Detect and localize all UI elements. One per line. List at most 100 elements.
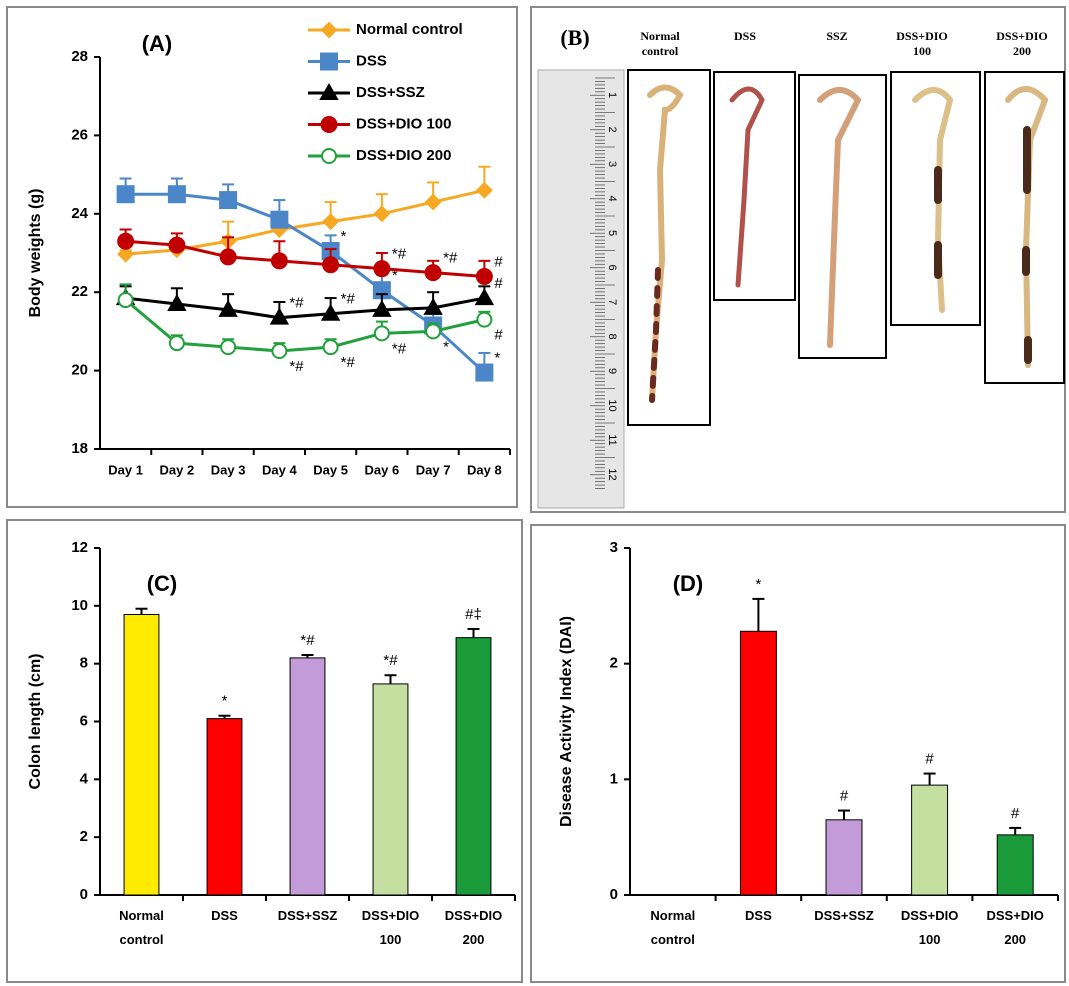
marker — [269, 307, 290, 325]
ruler-label: 4 — [606, 195, 618, 201]
ruler-label: 12 — [606, 468, 618, 480]
annotation: # — [494, 253, 503, 270]
annotation: #‡ — [465, 606, 482, 623]
bar — [911, 784, 949, 896]
legend-label: Normal control — [356, 21, 463, 38]
marker — [320, 303, 341, 321]
marker — [475, 181, 493, 199]
panel-frame — [6, 519, 523, 983]
y-tick-label: 0 — [610, 886, 618, 903]
annotation: # — [494, 327, 503, 344]
y-tick-label: 12 — [71, 539, 88, 556]
annotation: * — [494, 350, 500, 367]
marker — [321, 148, 337, 164]
marker — [271, 343, 288, 359]
marker — [373, 205, 391, 223]
x-tick-label: Day 5 — [313, 462, 348, 477]
y-tick-label: 4 — [80, 770, 89, 787]
bar — [289, 657, 326, 896]
legend-label: DSS+SSZ — [356, 84, 425, 101]
marker — [270, 210, 289, 229]
series-line — [125, 239, 485, 279]
marker — [322, 213, 340, 231]
y-tick-label: 28 — [71, 48, 88, 65]
ruler-label: 9 — [606, 368, 618, 374]
marker — [167, 293, 187, 311]
marker — [320, 52, 338, 71]
y-tick-label: 26 — [71, 126, 88, 143]
ruler-label: 2 — [606, 126, 618, 132]
colon — [817, 87, 862, 348]
marker — [117, 245, 135, 263]
series-line — [125, 296, 485, 320]
x-tick-label: Day 6 — [365, 462, 400, 477]
chart-title: (A) — [142, 31, 173, 56]
photo-label: DSS+DIO 200 — [996, 29, 1048, 58]
y-tick-label: 2 — [80, 828, 88, 845]
annotation: *# — [383, 652, 398, 669]
x-tick-label: Day 1 — [108, 462, 143, 477]
y-tick-label: 6 — [80, 712, 88, 729]
x-tick-label: DSS — [211, 908, 238, 923]
marker — [168, 335, 185, 352]
marker — [319, 82, 339, 100]
bar — [825, 819, 863, 896]
marker — [322, 256, 340, 274]
x-tick-label: DSS+SSZ — [814, 908, 874, 923]
marker — [476, 311, 493, 328]
x-tick-label: DSS+DIO 100 — [901, 908, 958, 947]
annotation: * — [443, 338, 449, 355]
ruler — [537, 69, 625, 509]
marker — [373, 260, 391, 278]
bar — [206, 718, 243, 896]
specimen-box — [798, 74, 887, 359]
annotation: *# — [341, 291, 356, 308]
y-tick-label: 22 — [71, 283, 88, 300]
marker — [424, 193, 442, 211]
ruler-label: 11 — [606, 434, 618, 445]
specimen-box — [890, 71, 981, 326]
marker — [220, 339, 237, 356]
marker — [322, 339, 339, 356]
x-tick-label: Day 3 — [211, 462, 246, 477]
x-tick-label: DSS+DIO 100 — [362, 908, 419, 947]
x-tick-label: DSS+DIO 200 — [986, 908, 1043, 947]
y-tick-label: 0 — [80, 886, 88, 903]
y-tick-label: 1 — [610, 770, 618, 787]
x-tick-label: DSS — [745, 908, 772, 923]
y-tick-label: 18 — [71, 440, 88, 457]
y-tick-label: 3 — [610, 539, 618, 556]
marker — [219, 248, 237, 266]
x-tick-label: DSS+DIO 200 — [445, 908, 502, 947]
y-tick-label: 2 — [610, 655, 618, 672]
bar — [739, 630, 777, 896]
ruler-label: 8 — [606, 333, 618, 339]
y-axis-label: Disease Activity Index (DAI) — [558, 616, 575, 827]
legend-label: DSS+DIO 200 — [356, 147, 451, 164]
legend-label: DSS+DIO 100 — [356, 115, 451, 132]
bar — [372, 683, 409, 896]
marker — [475, 268, 493, 286]
bar — [123, 614, 160, 896]
marker — [475, 363, 494, 382]
panel-title: (B) — [560, 25, 589, 50]
colon — [649, 267, 661, 403]
x-tick-label: Day 8 — [467, 462, 502, 477]
marker — [116, 185, 135, 204]
ruler-label: 10 — [606, 399, 618, 411]
marker — [117, 292, 134, 309]
legend-label: DSS — [356, 52, 387, 69]
photo-label: SSZ — [826, 29, 847, 43]
marker — [219, 191, 238, 210]
ruler-label: 7 — [606, 299, 618, 305]
marker — [425, 323, 442, 340]
specimens — [627, 69, 1065, 426]
annotation: *# — [392, 340, 407, 357]
marker — [168, 236, 186, 254]
marker — [117, 232, 135, 250]
annotation: * — [392, 267, 398, 284]
photo-label: Normal control — [640, 29, 680, 58]
annotation: *# — [341, 354, 356, 371]
